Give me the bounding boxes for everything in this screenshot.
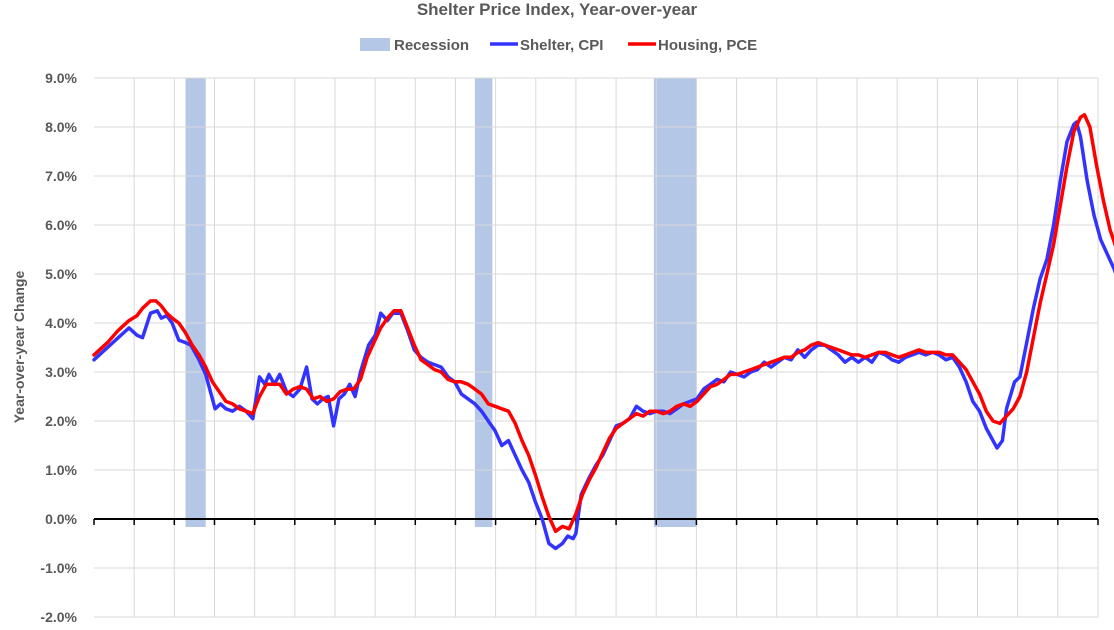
legend-label-recession: Recession [394, 37, 469, 54]
y-tick-label: 1.0% [45, 462, 77, 478]
y-tick-label: 0.0% [45, 511, 77, 527]
y-tick-label: 5.0% [45, 266, 77, 282]
y-tick-label: 7.0% [45, 168, 77, 184]
legend-label-shelter-cpi: Shelter, CPI [520, 37, 603, 54]
series-line-housing-pce [92, 113, 1114, 534]
y-tick-label: -1.0% [40, 560, 77, 576]
gridlines [94, 77, 1099, 618]
y-tick-label: 8.0% [45, 119, 77, 135]
y-axis-title: Year-over-year Change [11, 271, 27, 424]
y-tick-label: 9.0% [45, 70, 77, 86]
legend-swatch-recession [360, 38, 390, 51]
chart-title: Shelter Price Index, Year-over-year [417, 0, 698, 19]
legend: Recession Shelter, CPI Housing, PCE [360, 37, 757, 54]
series-lines [92, 113, 1114, 551]
recession-band-2 [474, 78, 493, 527]
x-axis [93, 518, 1099, 525]
y-tick-label: 4.0% [45, 315, 77, 331]
recession-band-1 [185, 78, 206, 527]
recession-bands [185, 78, 697, 527]
y-axis-ticks: -2.0% -1.0% 0.0% 1.0% 2.0% 3.0% 4.0% 5.0% 6.0% 7.… [40, 70, 77, 625]
y-tick-label: 6.0% [45, 217, 77, 233]
recession-band-3 [653, 78, 697, 527]
series-line-shelter-cpi [92, 120, 1114, 551]
y-tick-label: -2.0% [40, 609, 77, 625]
y-tick-label: 2.0% [45, 413, 77, 429]
legend-label-housing-pce: Housing, PCE [658, 37, 757, 54]
y-tick-label: 3.0% [45, 364, 77, 380]
